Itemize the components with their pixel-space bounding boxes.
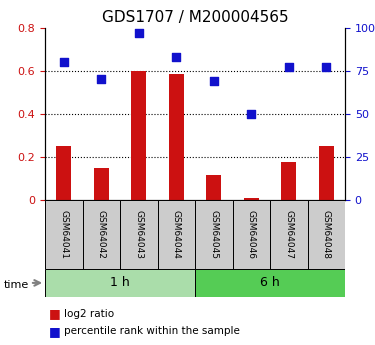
Point <box>136 30 142 36</box>
Text: GSM64042: GSM64042 <box>97 210 106 259</box>
Text: GSM64041: GSM64041 <box>59 210 68 259</box>
FancyBboxPatch shape <box>45 200 82 269</box>
Text: GSM64048: GSM64048 <box>322 210 331 259</box>
Point <box>286 65 292 70</box>
FancyBboxPatch shape <box>195 200 232 269</box>
Bar <box>244 198 259 200</box>
FancyBboxPatch shape <box>82 200 120 269</box>
Text: GSM64044: GSM64044 <box>172 210 181 259</box>
Bar <box>206 175 221 200</box>
Text: 6 h: 6 h <box>260 276 280 289</box>
FancyBboxPatch shape <box>158 200 195 269</box>
Text: ■: ■ <box>49 325 60 338</box>
Bar <box>94 168 109 200</box>
FancyBboxPatch shape <box>270 200 308 269</box>
Point <box>98 77 104 82</box>
FancyBboxPatch shape <box>232 200 270 269</box>
Text: GSM64047: GSM64047 <box>284 210 293 259</box>
Title: GDS1707 / M200004565: GDS1707 / M200004565 <box>102 10 288 25</box>
Text: 1 h: 1 h <box>110 276 130 289</box>
Text: time: time <box>4 280 29 289</box>
FancyBboxPatch shape <box>45 269 195 297</box>
Bar <box>281 162 296 200</box>
Bar <box>131 71 146 200</box>
Text: GSM64043: GSM64043 <box>134 210 143 259</box>
Bar <box>319 146 334 200</box>
FancyBboxPatch shape <box>195 269 345 297</box>
Bar <box>56 146 71 200</box>
FancyBboxPatch shape <box>308 200 345 269</box>
Text: GSM64046: GSM64046 <box>247 210 256 259</box>
Point <box>173 54 179 60</box>
Text: ■: ■ <box>49 307 60 321</box>
Text: log2 ratio: log2 ratio <box>64 309 114 319</box>
Text: GSM64045: GSM64045 <box>209 210 218 259</box>
Point <box>248 111 254 117</box>
Point <box>61 59 67 65</box>
Point <box>211 78 217 84</box>
Text: percentile rank within the sample: percentile rank within the sample <box>64 326 240 336</box>
Bar <box>169 74 184 200</box>
FancyBboxPatch shape <box>120 200 158 269</box>
Point <box>323 65 329 70</box>
